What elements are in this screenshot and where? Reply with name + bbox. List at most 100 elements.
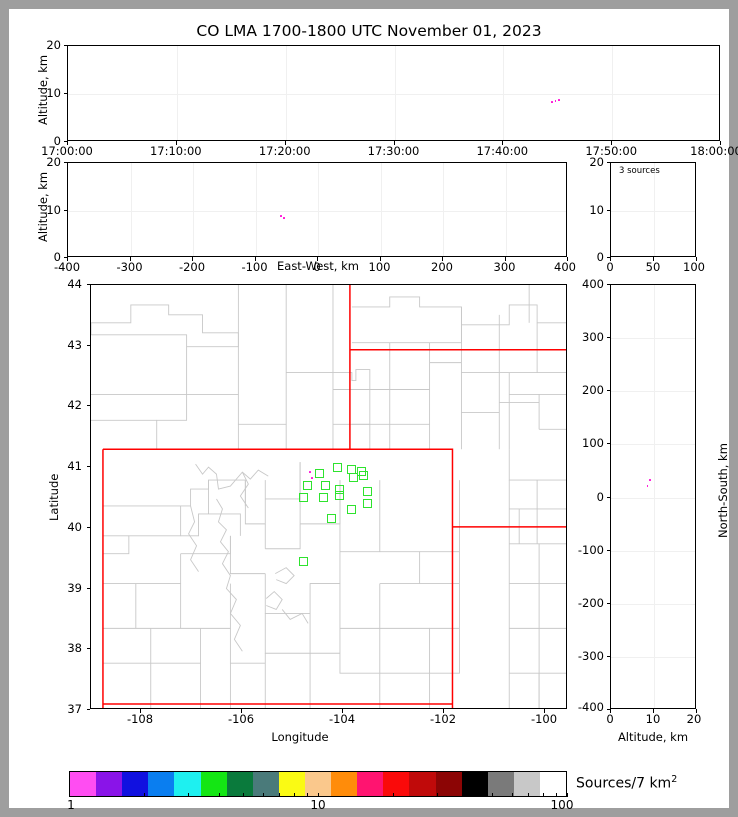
xtick-label: -400: [53, 260, 81, 274]
xtick-label: 17:20:00: [258, 144, 311, 158]
colorbar-band-11: [357, 772, 384, 796]
xtick-label: 0: [606, 260, 614, 274]
source-point: [283, 217, 285, 219]
ytick-label: 39: [67, 580, 82, 595]
panel-time-height[interactable]: [67, 45, 720, 141]
colorbar-band-12: [383, 772, 410, 796]
colorbar-band-6: [226, 772, 253, 796]
county-lines: [91, 285, 566, 708]
time-height-ylabel: Altitude, km: [36, 54, 50, 125]
histogram-plot: 3 sources: [611, 163, 695, 256]
density-cell: [299, 557, 308, 566]
colorbar-title-text: Sources/7 km: [576, 775, 672, 792]
colorbar-band-15: [461, 772, 488, 796]
source-point: [646, 485, 649, 487]
xtick-label: -106: [227, 712, 255, 726]
ew-height-ylabel: Altitude, km: [36, 171, 50, 242]
density-cell: [299, 493, 308, 502]
xtick-label: -104: [328, 712, 356, 726]
ew-height-xlabel: East-West, km: [277, 259, 359, 273]
xtick-label: 100: [368, 260, 391, 274]
ytick-label: 41: [67, 459, 82, 474]
source-point: [551, 101, 553, 103]
panel-north-south-height[interactable]: [610, 284, 696, 709]
ytick-label: 0: [53, 134, 61, 148]
source-point: [558, 99, 560, 101]
density-cell: [363, 487, 372, 496]
colorbar-title-exponent: 2: [671, 774, 678, 785]
xtick-label: -100: [241, 260, 268, 274]
density-cell: [321, 481, 330, 490]
colorbar-band-4: [174, 772, 201, 796]
source-point: [649, 479, 651, 481]
source-point: [311, 477, 313, 479]
density-cell: [349, 473, 358, 482]
density-cell: [319, 493, 328, 502]
colorbar-band-17: [513, 772, 540, 796]
ytick-label: 42: [67, 398, 82, 413]
density-cell: [333, 463, 342, 472]
source-point: [309, 471, 311, 473]
colorbar-band-14: [435, 772, 462, 796]
xtick-label: 0: [606, 712, 614, 726]
density-cell: [363, 499, 372, 508]
ew-height-plot: [68, 163, 566, 256]
time-height-plot: [68, 46, 719, 140]
xtick-label: 10: [645, 712, 661, 726]
map-geography: [91, 285, 566, 708]
colorbar-band-13: [409, 772, 436, 796]
ytick-label: 44: [67, 277, 82, 291]
ytick-label: 10: [589, 202, 604, 217]
colorbar[interactable]: [69, 771, 567, 797]
source-point: [554, 100, 557, 102]
ytick-label: 400: [582, 277, 604, 291]
figure-title: CO LMA 1700-1800 UTC November 01, 2023: [196, 22, 542, 40]
xtick-label: 50: [645, 260, 661, 274]
ytick-label: 43: [67, 337, 82, 352]
colorbar-band-7: [252, 772, 279, 796]
source-point: [280, 215, 282, 217]
xtick-label: 400: [554, 260, 576, 274]
colorbar-band-10: [331, 772, 358, 796]
ytick-label: -400: [577, 700, 604, 714]
colorbar-tick-label: 10: [310, 798, 326, 812]
xtick-label: 17:50:00: [585, 144, 638, 158]
ytick-label: 40: [67, 519, 82, 534]
source-count-annotation: 3 sources: [619, 166, 660, 176]
colorbar-band-0: [70, 772, 97, 796]
xtick-label: 17:00:00: [41, 144, 93, 158]
xtick-label: -100: [530, 712, 558, 726]
panel-altitude-histogram[interactable]: 3 sources: [610, 162, 696, 257]
density-cell: [315, 469, 324, 478]
ytick-label: 300: [582, 330, 604, 345]
ns-height-ylabel: North-South, km: [716, 443, 730, 538]
ytick-label: -200: [577, 595, 604, 610]
xtick-label: 18:00:00: [690, 144, 738, 158]
panel-east-west-height[interactable]: [67, 162, 567, 257]
xtick-label: 300: [493, 260, 516, 274]
colorbar-title: Sources/7 km2: [576, 774, 677, 792]
xtick-label: 17:30:00: [367, 144, 420, 158]
ytick-label: 37: [67, 702, 82, 716]
xtick-label: -300: [116, 260, 143, 274]
xtick-label: 200: [431, 260, 453, 274]
colorbar-band-18: [539, 772, 566, 796]
ytick-label: 10: [46, 86, 61, 100]
ytick-label: -100: [577, 542, 604, 557]
density-cell: [359, 471, 368, 480]
density-cell: [327, 514, 336, 523]
colorbar-band-1: [96, 772, 123, 796]
ytick-label: 0: [596, 489, 604, 504]
xtick-label: 100: [683, 260, 705, 274]
ytick-label: 20: [46, 38, 61, 52]
panel-map[interactable]: [90, 284, 567, 709]
density-cell: [303, 481, 312, 490]
ytick-label: 0: [53, 250, 61, 264]
xtick-label: -108: [126, 712, 154, 726]
xtick-label: 17:40:00: [476, 144, 529, 158]
colorbar-band-5: [200, 772, 227, 796]
colorbar-band-16: [487, 772, 514, 796]
colorbar-band-8: [278, 772, 305, 796]
colorbar-tick-label: 1: [67, 798, 75, 812]
colorbar-band-2: [122, 772, 149, 796]
